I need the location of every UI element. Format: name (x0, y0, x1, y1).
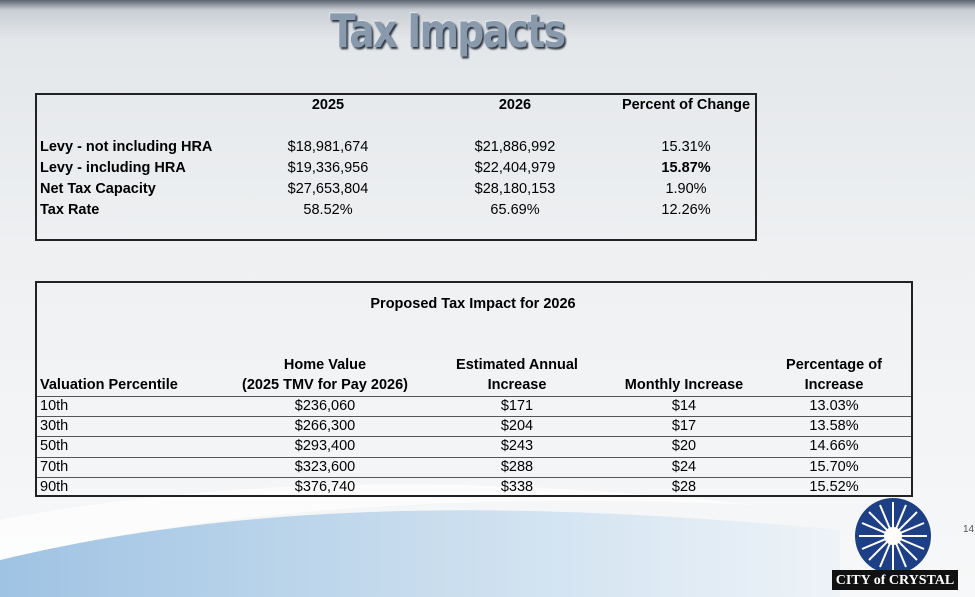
row-line (37, 416, 911, 418)
slide-title: Tax Impacts (330, 4, 566, 58)
cell: 1.90% (665, 181, 707, 197)
row-line (37, 476, 911, 478)
cell: $171 (500, 398, 534, 414)
cell: 12.26% (661, 202, 711, 218)
cell: 14.66% (809, 438, 859, 455)
cell: $288 (500, 458, 534, 475)
cell: 65.69% (490, 202, 540, 218)
swoosh-highlight (0, 484, 760, 560)
cell: $266,300 (294, 418, 356, 435)
cell: 15.87% (661, 160, 711, 176)
row-label: Net Tax Capacity (40, 181, 156, 197)
cell: $24 (671, 458, 697, 475)
levy-table-border (35, 93, 757, 241)
row-label: Levy - including HRA (40, 160, 186, 176)
column-header: Percentage of (786, 357, 882, 373)
cell: $28,180,153 (474, 181, 556, 197)
cell: 58.52% (303, 202, 353, 218)
row-label: 50th (40, 438, 69, 455)
cell: 15.52% (809, 478, 859, 495)
column-header: 2026 (498, 97, 532, 113)
row-label: Levy - not including HRA (40, 139, 213, 155)
cell: 15.70% (809, 458, 859, 475)
cell: $18,981,674 (287, 139, 369, 155)
cell: 13.58% (809, 418, 859, 435)
cell: $204 (500, 418, 534, 435)
impact-table-border (35, 281, 913, 497)
row-line (37, 396, 911, 397)
cell: 13.03% (809, 398, 859, 414)
row-line (37, 436, 911, 438)
cell: $338 (500, 478, 534, 495)
column-header: (2025 TMV for Pay 2026) (241, 377, 409, 393)
column-header: Percent of Change (621, 97, 751, 113)
cell: $376,740 (294, 478, 356, 495)
column-header: Increase (804, 377, 864, 393)
cell: $21,886,992 (474, 139, 556, 155)
swoosh (0, 510, 840, 597)
column-header: 2025 (311, 97, 345, 113)
cell: $14 (671, 398, 697, 414)
row-label: 30th (40, 418, 69, 435)
column-header: Estimated Annual (456, 357, 578, 373)
column-header: Monthly Increase (624, 377, 744, 393)
cell: $236,060 (294, 398, 356, 414)
cell: $27,653,804 (287, 181, 369, 197)
cell: $243 (500, 438, 534, 455)
cell: 15.31% (661, 139, 711, 155)
table-title: Proposed Tax Impact for 2026 (370, 296, 576, 312)
row-label: 90th (40, 478, 69, 495)
cell: $17 (671, 418, 697, 435)
row-label: 70th (40, 458, 69, 475)
row-label: 10th (40, 398, 69, 414)
cell: $293,400 (294, 438, 356, 455)
row-line (37, 456, 911, 458)
column-header: Increase (487, 377, 547, 393)
cell: $20 (671, 438, 697, 455)
cell: $28 (671, 478, 697, 495)
column-header: Valuation Percentile (40, 377, 178, 393)
page-number: 14 (963, 524, 975, 535)
cell: $22,404,979 (474, 160, 556, 176)
logo-text: CITY of CRYSTAL (835, 573, 955, 588)
row-label: Tax Rate (40, 202, 100, 218)
city-logo (832, 498, 958, 590)
cell: $323,600 (294, 458, 356, 475)
cell: $19,336,956 (287, 160, 369, 176)
column-header: Home Value (283, 357, 367, 373)
